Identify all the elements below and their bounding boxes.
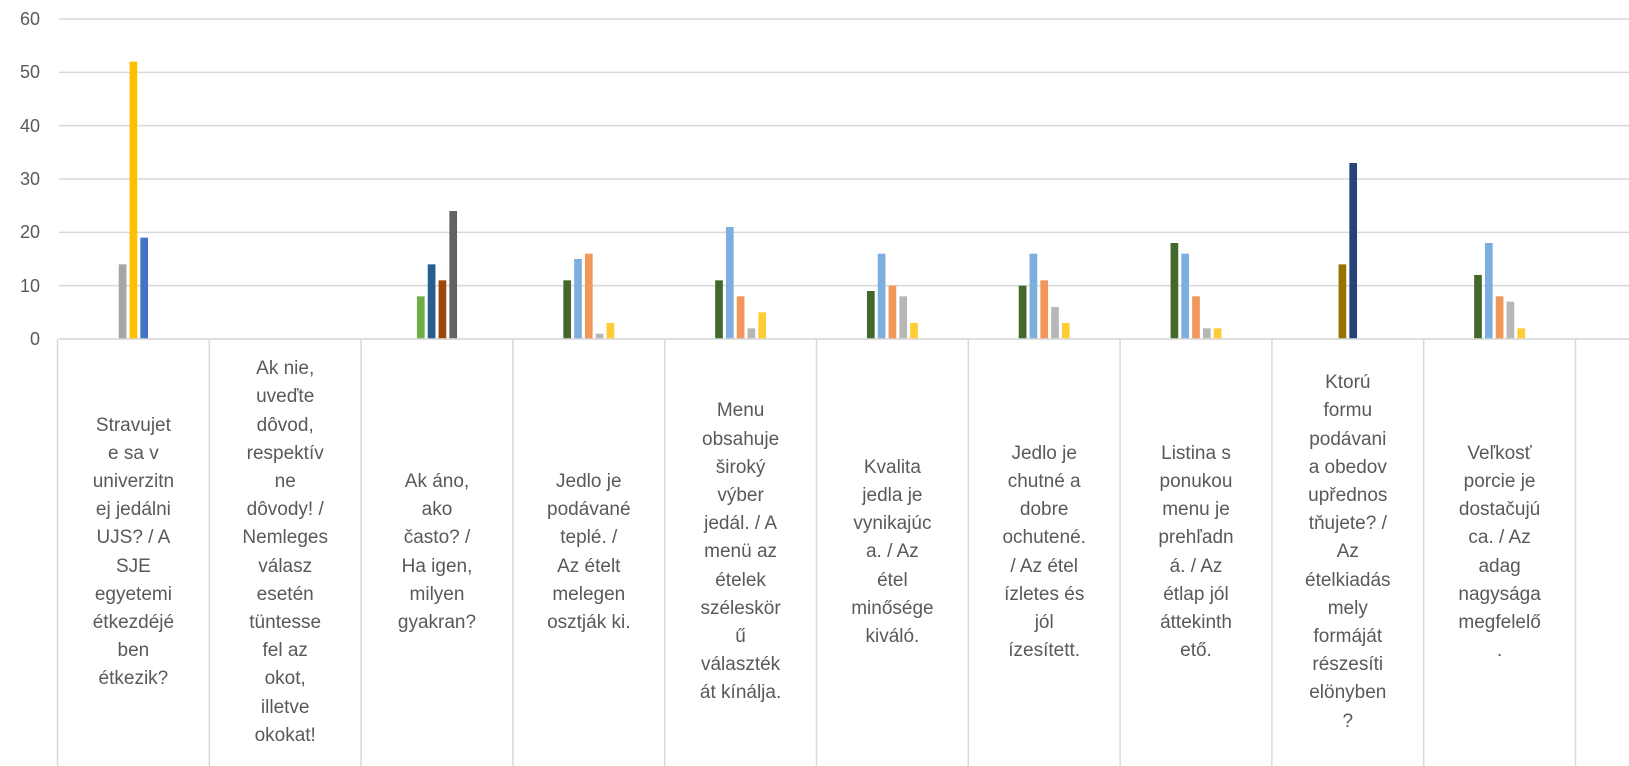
bar: [1338, 264, 1347, 339]
bar: [584, 253, 593, 339]
bar: [866, 291, 875, 339]
bar: [1506, 301, 1515, 339]
bar: [715, 280, 723, 339]
bar: [449, 211, 458, 339]
bar: [1051, 307, 1059, 339]
bar: [438, 280, 447, 339]
x-category-label: Jedlo je chutné a dobre ochutené. / Az é…: [1002, 442, 1086, 662]
x-category-label: Veľkosť porcie je dostačujú ca. / Az ada…: [1458, 442, 1541, 662]
bar: [758, 312, 767, 339]
bar: [1202, 328, 1211, 339]
x-category-label: Jedlo je podávané teplé. / Az ételt mele…: [547, 470, 631, 633]
x-category-label: Ak nie, uveďte dôvod, respektív ne dôvod…: [242, 358, 328, 746]
bar: [1029, 253, 1038, 339]
bar: [129, 61, 138, 340]
bar: [877, 253, 886, 339]
bar: [118, 264, 127, 339]
bar: [427, 264, 436, 339]
bar: [736, 296, 745, 339]
y-tick-label: 0: [29, 329, 40, 349]
bar: [910, 323, 918, 339]
bar: [1213, 328, 1222, 339]
y-tick-label: 20: [19, 222, 40, 243]
bar: [1170, 243, 1179, 339]
bar: [563, 280, 572, 339]
x-category-label: Ktorú formu podávani a obedov upřednos t…: [1305, 372, 1391, 732]
bar: [416, 296, 425, 339]
bar: [747, 328, 756, 339]
bar: [1181, 253, 1190, 339]
bar: [1040, 280, 1049, 339]
y-tick-label: 50: [19, 62, 40, 83]
bar: [1474, 275, 1482, 339]
bar: [595, 333, 604, 339]
bar: [1517, 328, 1526, 339]
bar: [899, 296, 908, 339]
bar: [1192, 296, 1200, 339]
bar: [574, 259, 582, 339]
bar: [606, 323, 615, 339]
bar: [1495, 296, 1504, 339]
bar: [725, 227, 734, 339]
bar: [1018, 285, 1027, 339]
y-tick-label: 30: [19, 169, 40, 189]
x-category-label: Kvalita jedla je vynikajúc a. / Az étel …: [851, 456, 934, 648]
bar: [1061, 323, 1070, 339]
bar: [1349, 163, 1358, 339]
x-category-label: Stravujet e sa v univerzitn ej jedálni U…: [92, 414, 175, 690]
y-tick-label: 60: [19, 9, 40, 29]
bar: [888, 285, 897, 339]
y-tick-label: 40: [19, 115, 40, 136]
x-category-label: Listina s ponukou menu je prehľadn á. / …: [1158, 442, 1234, 662]
y-tick-label: 10: [19, 275, 40, 296]
x-category-label: Ak áno, ako často? / Ha igen, milyen gya…: [397, 470, 477, 633]
bar: [1484, 243, 1493, 339]
bar: [140, 237, 149, 339]
x-category-label: Menu obsahuje široký výber jedál. / A me…: [699, 400, 782, 704]
